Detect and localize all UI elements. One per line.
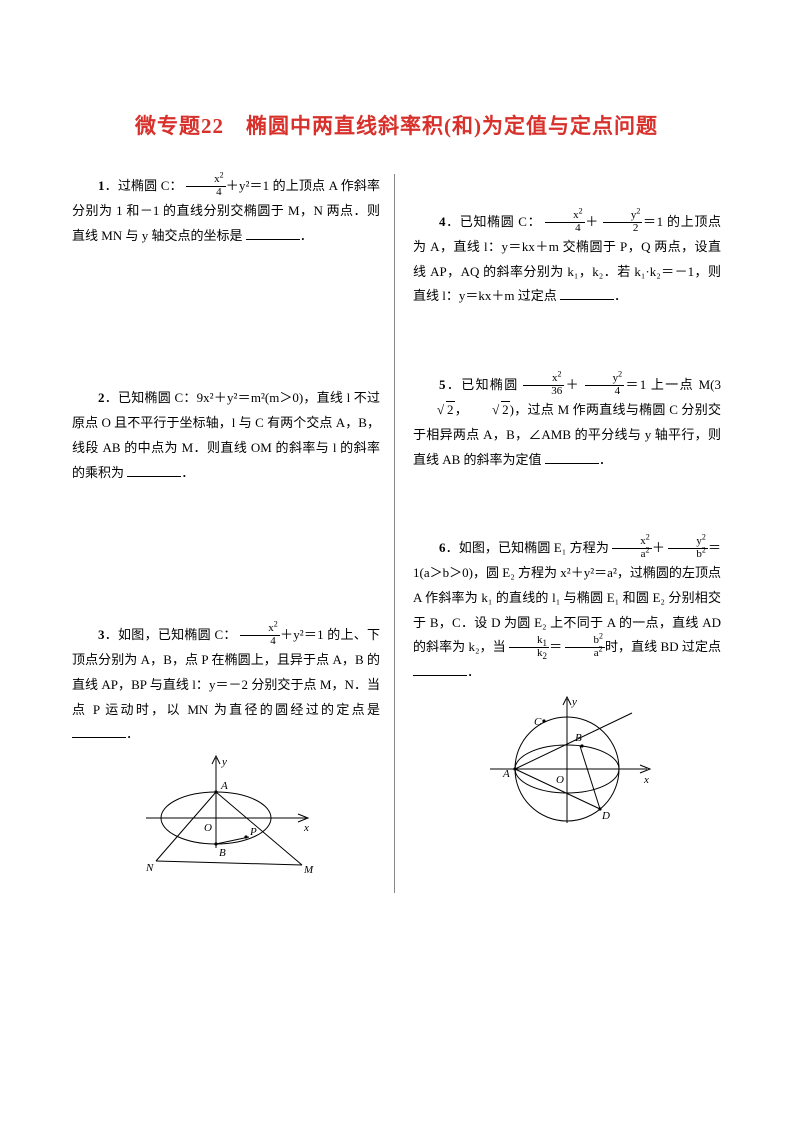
answer-blank: [545, 452, 599, 464]
fraction: x2 4: [186, 174, 226, 198]
text: 时，直线 BD 过定点: [605, 639, 721, 654]
fraction: b2 a2: [565, 635, 605, 659]
fraction: x2 a2: [612, 536, 652, 560]
svg-text:A: A: [220, 780, 228, 792]
problem-3: 3．如图，已知椭圆 C： x2 4 ＋y²＝1 的上、下顶点分别为 A，B，点 …: [72, 623, 380, 747]
right-column: 4．已知椭圆 C： x2 4 ＋ y2 2 ＝1 的上顶点为 A，直线 l：y＝…: [411, 174, 721, 893]
fraction: x2 4: [240, 623, 280, 647]
svg-text:P: P: [249, 826, 257, 838]
svg-text:M: M: [303, 864, 314, 876]
svg-text:O: O: [556, 774, 564, 786]
ellipse-diagram-icon: y x A O B P N M: [126, 753, 326, 883]
problem-6: 6．如图，已知椭圆 E₁ 方程为 x2 a2 ＋ y2 b2 ＝1(a＞b＞0)…: [413, 536, 721, 685]
text: ．已知椭圆 C：: [446, 214, 542, 229]
fraction: y2 2: [603, 210, 643, 234]
circle-ellipse-diagram-icon: y x A O B C D: [472, 691, 662, 841]
svg-text:x: x: [303, 822, 309, 834]
answer-blank: [72, 726, 126, 738]
answer-blank: [560, 288, 614, 300]
fraction: k1 k2: [509, 635, 549, 659]
sqrt: 2: [413, 398, 455, 423]
figure-2: y x A O B C D: [413, 691, 721, 841]
left-column: 1．过椭圆 C： x2 4 ＋y²＝1 的上顶点 A 作斜率分别为 1 和－1 …: [72, 174, 395, 893]
text: ＝1 上一点 M(3: [624, 377, 721, 392]
fraction: y2 b2: [668, 536, 708, 560]
answer-blank: [246, 228, 300, 240]
spacer: [413, 337, 721, 373]
answer-blank: [413, 664, 467, 676]
svg-text:x: x: [643, 774, 649, 786]
svg-text:y: y: [571, 696, 577, 708]
svg-text:B: B: [219, 847, 226, 859]
problem-1: 1．过椭圆 C： x2 4 ＋y²＝1 的上顶点 A 作斜率分别为 1 和－1 …: [72, 174, 380, 248]
page: 微专题22 椭圆中两直线斜率积(和)为定值与定点问题 1．过椭圆 C： x2 4…: [0, 0, 793, 1122]
sqrt: 2: [468, 398, 510, 423]
text: ．如图，已知椭圆 E₁ 方程为: [446, 540, 609, 555]
answer-blank: [127, 464, 181, 476]
two-column-layout: 1．过椭圆 C： x2 4 ＋y²＝1 的上顶点 A 作斜率分别为 1 和－1 …: [72, 174, 721, 893]
text: ．如图，已知椭圆 C：: [105, 627, 237, 642]
svg-text:B: B: [575, 732, 582, 744]
fraction: x2 36: [523, 373, 564, 397]
text: ．过椭圆 C：: [105, 178, 183, 193]
spacer: [72, 276, 380, 386]
problem-5: 5．已知椭圆 x2 36 ＋ y2 4 ＝1 上一点 M(32，2)，过点 M …: [413, 373, 721, 472]
spacer: [413, 174, 721, 210]
spacer: [72, 513, 380, 623]
svg-text:A: A: [502, 768, 510, 780]
spacer: [413, 500, 721, 536]
fraction: y2 4: [585, 373, 625, 397]
problem-2: 2．已知椭圆 C：9x²＋y²＝m²(m＞0)，直线 l 不过原点 O 且不平行…: [72, 386, 380, 485]
svg-text:N: N: [145, 862, 154, 874]
text: ．已知椭圆: [446, 377, 519, 392]
svg-text:O: O: [204, 822, 212, 834]
svg-text:D: D: [601, 810, 610, 822]
text: ．已知椭圆 C：9x²＋y²＝m²(m＞0)，直线 l 不过原点 O 且不平行于…: [72, 390, 380, 479]
figure-1: y x A O B P N M: [72, 753, 380, 883]
svg-text:C: C: [534, 716, 542, 728]
fraction: x2 4: [545, 210, 585, 234]
problem-4: 4．已知椭圆 C： x2 4 ＋ y2 2 ＝1 的上顶点为 A，直线 l：y＝…: [413, 210, 721, 309]
svg-text:y: y: [221, 756, 227, 768]
page-title: 微专题22 椭圆中两直线斜率积(和)为定值与定点问题: [72, 110, 721, 140]
